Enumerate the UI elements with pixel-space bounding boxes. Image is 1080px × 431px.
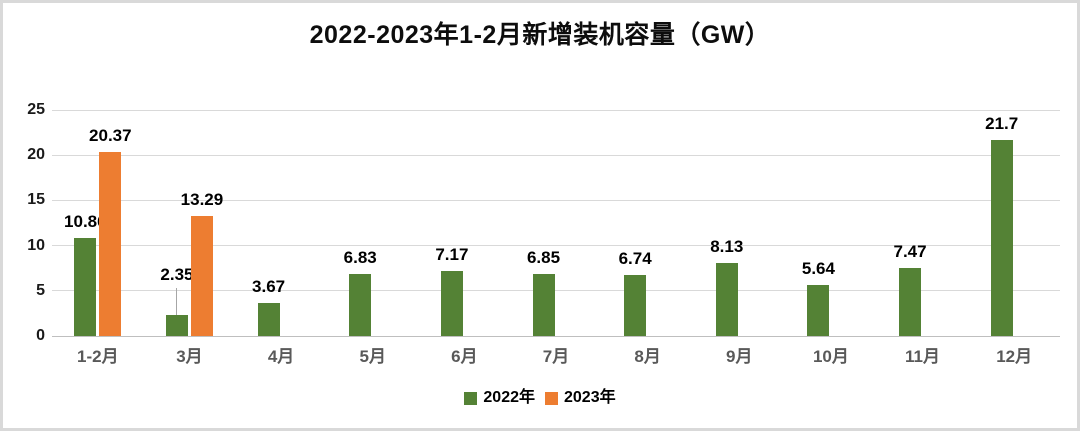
x-axis-tick-label-2: 4月: [267, 347, 295, 366]
bar-2022-0: [74, 237, 97, 336]
y-axis-tick-label-5: 5: [36, 281, 45, 299]
data-label-2023-1: 13.29: [180, 189, 224, 209]
data-label-2022-8: 5.64: [801, 259, 835, 278]
legend-swatch-icon-2022: [464, 391, 478, 405]
data-label-2022-3: 6.83: [343, 248, 377, 268]
y-axis-tick-label-0: 0: [36, 327, 45, 344]
bar-2023-1: [190, 215, 213, 336]
bar-2023-0: [99, 151, 122, 336]
data-label-2022-10: 21.7: [985, 113, 1019, 133]
bar-2022-2: [257, 302, 280, 336]
bar-2022-5: [532, 274, 555, 336]
x-axis-tick-label-7: 9月: [726, 347, 753, 366]
x-axis-tick-label-9: 11月: [905, 347, 941, 366]
legend-item-2023: 2023年: [545, 389, 616, 407]
bar-2022-3: [349, 274, 372, 336]
bar-2022-9: [899, 268, 922, 336]
legend-item-2022: 2022年: [464, 389, 535, 407]
chart-title: 2022-2023年1-2月新增装机容量（GW）: [309, 21, 771, 49]
gridline-y5: [52, 290, 1060, 292]
legend: 2022年 2023年: [3, 389, 1077, 407]
x-axis-tick-label-6: 8月: [634, 347, 661, 366]
x-axis-tick-label-10: 12月: [996, 347, 1033, 366]
legend-swatch-icon-2023: [545, 391, 558, 405]
data-label-2022-1: 2.35: [160, 264, 194, 284]
gridline-y15: [52, 199, 1060, 201]
data-label-2022-6: 6.74: [618, 249, 652, 269]
bar-2022-1: [165, 314, 188, 336]
x-axis-tick-label-3: 5月: [359, 347, 386, 366]
legend-label-2022: 2022年: [483, 389, 535, 406]
bar-2022-6: [624, 275, 647, 336]
y-axis-tick-label-15: 15: [27, 191, 45, 209]
x-axis-tick-label-5: 7月: [542, 347, 570, 366]
data-label-2022-7: 8.13: [710, 236, 744, 256]
bar-2022-10: [990, 139, 1013, 336]
x-axis-tick-label-4: 6月: [451, 347, 478, 366]
gridline-y20: [52, 154, 1060, 156]
data-label-2023-0: 20.37: [89, 125, 132, 145]
data-label-2022-9: 7.47: [893, 242, 927, 262]
gridline-y25: [52, 109, 1060, 111]
gridline-y0: [52, 335, 1060, 337]
gridline-y10: [52, 245, 1060, 247]
data-label-2022-2: 3.67: [252, 276, 286, 296]
y-axis-tick-label-10: 10: [27, 236, 45, 254]
y-axis-tick-label-25: 25: [27, 101, 45, 118]
bar-2022-4: [440, 271, 463, 336]
x-axis-tick-label-8: 10月: [812, 347, 849, 366]
data-label-leader-line: [176, 287, 178, 315]
y-axis-tick-label-20: 20: [27, 146, 45, 164]
x-axis-tick-label-1: 3月: [176, 347, 203, 366]
bar-2022-8: [807, 285, 830, 336]
legend-label-2023: 2023年: [564, 389, 616, 406]
x-axis-tick-label-0: 1-2月: [77, 347, 119, 366]
bar-2022-7: [715, 262, 738, 336]
data-label-2022-5: 6.85: [526, 248, 561, 268]
data-label-2022-0: 10.86: [64, 211, 107, 231]
data-label-2022-4: 7.17: [435, 245, 469, 265]
